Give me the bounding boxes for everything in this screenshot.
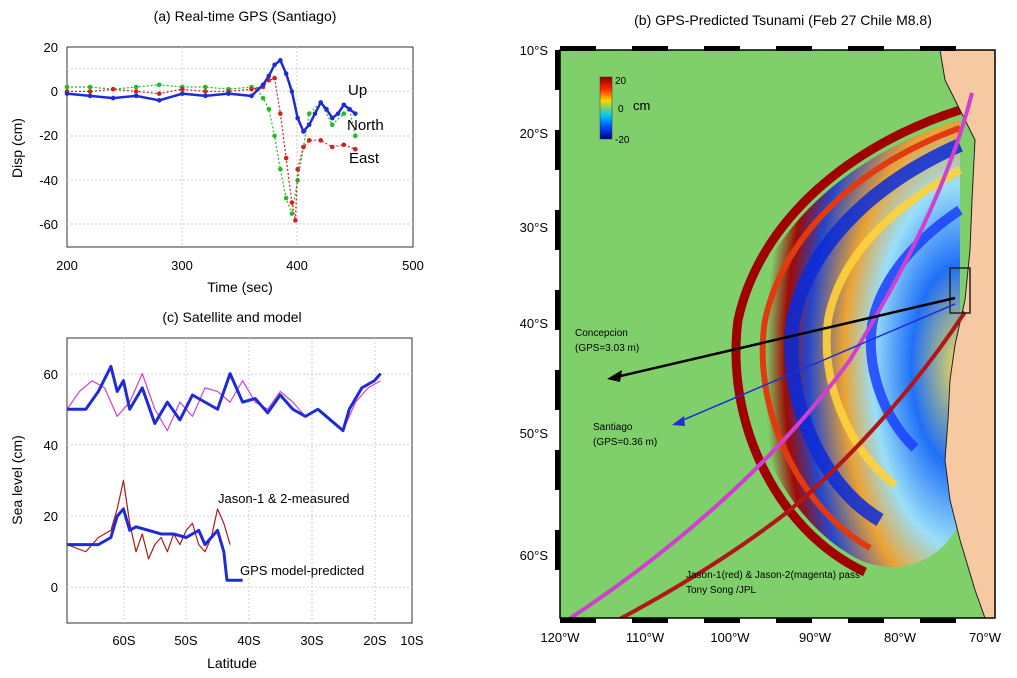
- lat-tick: 40°S: [520, 316, 549, 331]
- panel-a-ytick: -60: [39, 217, 58, 232]
- panel-a-ytick: 20: [44, 40, 58, 55]
- series-east-point: [87, 89, 93, 94]
- panel-a-xtick: 500: [402, 258, 424, 273]
- series-east-point: [110, 86, 116, 92]
- label-east: East: [349, 150, 380, 167]
- series-east-line: [67, 77, 356, 221]
- colorbar-max: 20: [615, 76, 627, 87]
- panel-a-xlabel: Time (sec): [207, 279, 273, 295]
- credit: Tony Song /JPL: [686, 585, 756, 596]
- series-east-point: [353, 146, 358, 152]
- series-north-line: [67, 84, 356, 216]
- panel-a-xtick: 200: [56, 258, 78, 273]
- santiago-name: Santiago: [593, 422, 633, 433]
- panel-a-ytick: -20: [39, 128, 58, 143]
- series-east-point: [295, 166, 300, 172]
- panel-a-axes: [66, 46, 414, 248]
- panel-a-xtick: 300: [171, 258, 193, 273]
- santiago-arrowhead: [672, 416, 685, 426]
- panel-c-xtick: 10S: [400, 633, 423, 648]
- panel-c-title: (c) Satellite and model: [162, 309, 301, 325]
- series-east-point: [203, 89, 208, 94]
- lon-tick: 110°W: [626, 630, 665, 645]
- panel-a-xtick: 400: [286, 258, 308, 273]
- panel-c-xtick: 40S: [237, 633, 260, 648]
- panel-c-xtick: 60S: [112, 633, 135, 648]
- map-border-ticks: [555, 46, 956, 623]
- series-north-point: [203, 84, 208, 90]
- series-north-point: [278, 166, 283, 172]
- panel-c-ytick: 20: [44, 509, 58, 524]
- colorbar: [599, 76, 613, 140]
- map: [560, 50, 995, 618]
- panel-c-xtick: 50S: [174, 633, 197, 648]
- panel-c-ytick: 40: [44, 438, 58, 453]
- series-gps-predicted-lower: [67, 507, 243, 582]
- panel-c-xlabel: Latitude: [207, 655, 257, 671]
- panel-a-ytick: 0: [51, 84, 58, 99]
- jason2-pass: [566, 92, 974, 618]
- colorbar-min: -20: [615, 135, 630, 146]
- series-up-line: [66, 58, 357, 134]
- panel-a-ylabel: Disp (cm): [9, 118, 25, 178]
- series-east-point: [301, 144, 306, 150]
- label-north: North: [347, 117, 384, 134]
- wavefield: [743, 120, 960, 567]
- series-north-point: [353, 133, 358, 139]
- panel-a-title: (a) Real-time GPS (Santiago): [154, 8, 337, 24]
- lon-tick: 100°W: [710, 630, 750, 645]
- series-jason-measured-lower: [66, 479, 231, 560]
- panel-c-ylabel: Sea level (cm): [9, 435, 25, 524]
- lon-tick: 70°W: [969, 630, 1002, 645]
- series-east-point: [341, 142, 347, 148]
- series-east-point: [293, 218, 298, 223]
- land: [939, 50, 995, 618]
- lon-tick: 80°W: [884, 630, 917, 645]
- lon-tick: 90°W: [799, 630, 832, 645]
- colorbar-unit: cm: [633, 98, 650, 113]
- series-gps-predicted-upper: [67, 365, 382, 433]
- series-east-point: [329, 144, 335, 150]
- label-up: Up: [348, 82, 367, 99]
- panel-c-ytick: 0: [51, 580, 58, 595]
- wavefront-blue: [784, 138, 963, 527]
- source-box: [949, 267, 971, 314]
- lat-tick: 30°S: [520, 220, 549, 235]
- lat-tick: 60°S: [520, 548, 549, 563]
- concepcion-arrowhead: [607, 370, 622, 382]
- wavefront-outer: [731, 105, 962, 577]
- pass-note: Jason-1(red) & Jason-2(magenta) pass: [686, 570, 860, 581]
- panel-a-series: [64, 58, 358, 223]
- panel-c-xtick: 20S: [363, 633, 386, 648]
- label-measured: Jason-1 & 2-measured: [218, 491, 350, 506]
- lat-tick: 20°S: [520, 126, 549, 141]
- panel-c-ytick: 60: [44, 367, 58, 382]
- santiago-arrow: [675, 303, 956, 424]
- lat-tick: 10°S: [520, 43, 549, 58]
- jason1-pass: [617, 310, 967, 618]
- label-predicted: GPS model-predicted: [240, 563, 364, 578]
- colorbar-mid: 0: [618, 104, 624, 115]
- panel-c-series: [66, 365, 382, 582]
- wavefront-red: [759, 125, 962, 551]
- concepcion-gps: (GPS=3.03 m): [575, 343, 639, 354]
- wavefront-yellow: [822, 166, 962, 489]
- santiago-gps: (GPS=0.36 m): [593, 437, 657, 448]
- concepcion-name: Concepcion: [575, 328, 628, 339]
- lat-tick: 50°S: [520, 426, 549, 441]
- concepcion-arrow: [611, 296, 956, 380]
- lon-tick: 120°W: [540, 630, 580, 645]
- series-north-point: [87, 84, 93, 90]
- panel-a-ytick: -40: [39, 173, 58, 188]
- panel-b-title: (b) GPS-Predicted Tsunami (Feb 27 Chile …: [634, 12, 932, 28]
- panel-c-xtick: 30S: [300, 633, 323, 648]
